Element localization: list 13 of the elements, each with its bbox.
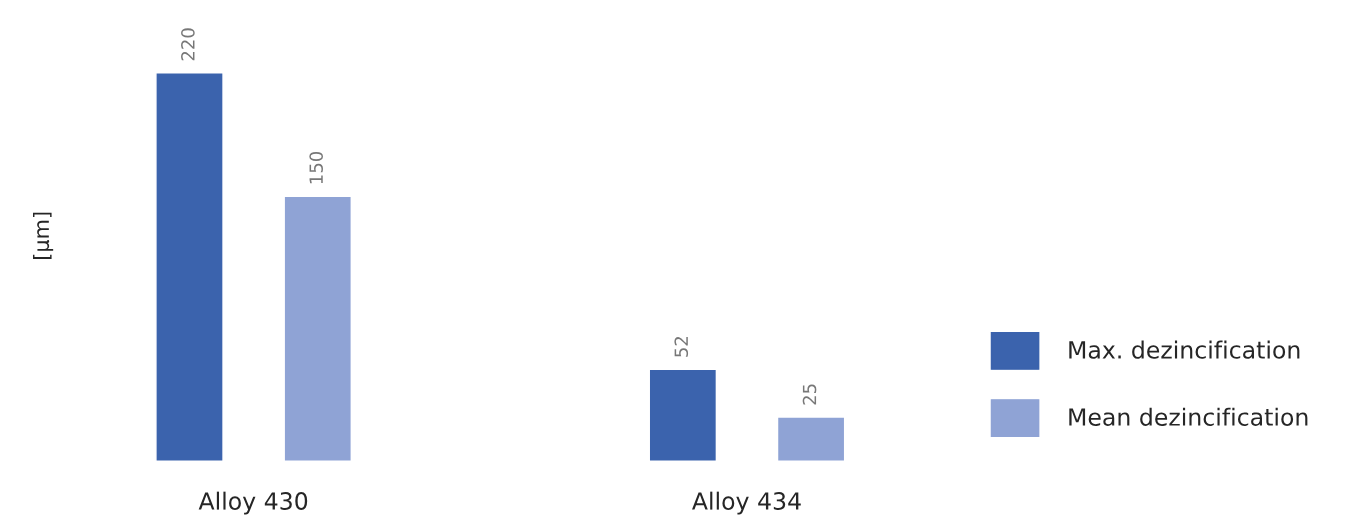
x-tick-label: Alloy 434 bbox=[692, 491, 801, 515]
data-label: 150 bbox=[309, 151, 323, 184]
data-label: 220 bbox=[181, 28, 195, 61]
data-label: 25 bbox=[802, 384, 817, 405]
bar bbox=[283, 195, 352, 462]
data-label: 52 bbox=[674, 337, 689, 357]
y-axis-title: [µm] bbox=[33, 212, 54, 259]
bar bbox=[776, 416, 846, 462]
legend-label: Max. dezincification bbox=[1069, 340, 1300, 359]
bar bbox=[155, 72, 224, 462]
x-tick-label: Alloy 430 bbox=[198, 491, 308, 515]
legend-label: Mean dezincification bbox=[1069, 407, 1308, 426]
bar bbox=[648, 368, 718, 462]
